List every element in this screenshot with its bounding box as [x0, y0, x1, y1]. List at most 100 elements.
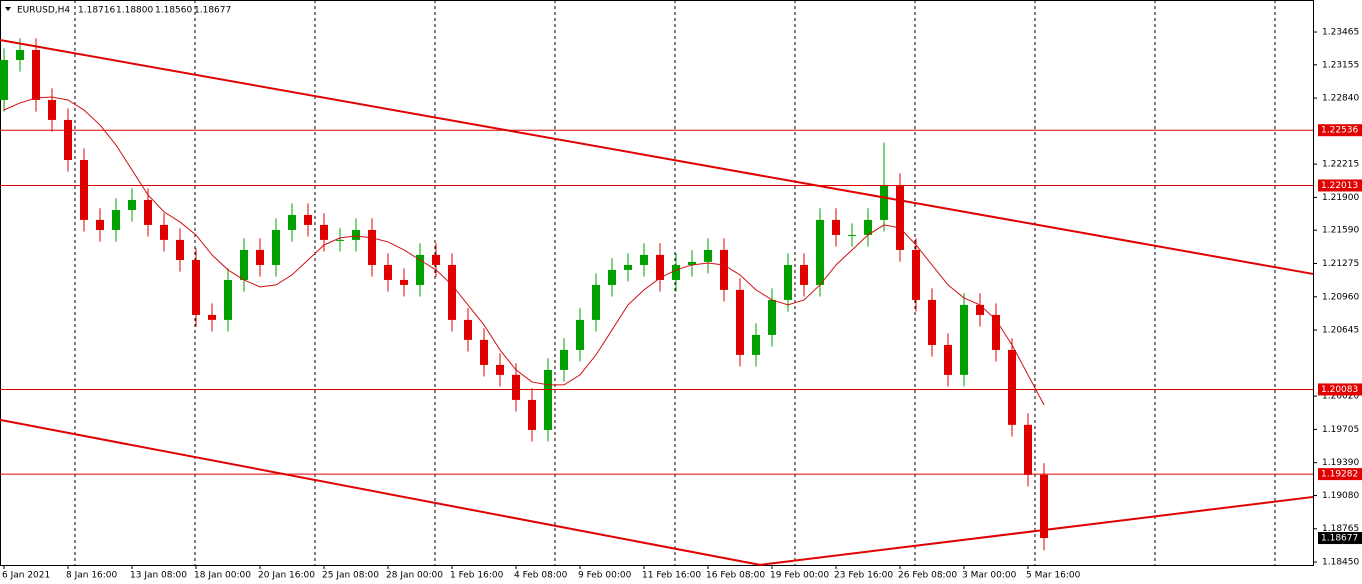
x-tick-label: 18 Jan 00:00	[194, 571, 251, 581]
open: 1.18716	[78, 6, 115, 16]
y-tick-label: 1.19390	[1322, 458, 1359, 468]
candle-body	[976, 304, 984, 315]
candle-body	[672, 264, 680, 280]
candle-body	[512, 374, 520, 400]
plot-frame	[0, 0, 1314, 566]
x-tick-label: 3 Mar 00:00	[962, 571, 1017, 581]
candle-body	[16, 49, 24, 61]
candle-body	[752, 334, 760, 355]
x-tick-label: 1 Feb 16:00	[450, 571, 504, 581]
trend-line	[759, 495, 1314, 566]
candle-body	[320, 224, 328, 240]
candle-body	[528, 399, 536, 430]
candle-body	[432, 254, 440, 265]
level-tag	[1318, 124, 1362, 137]
candle-body	[496, 364, 504, 375]
candle-body	[0, 60, 8, 100]
candle-body	[224, 279, 232, 320]
candle-body	[1008, 349, 1016, 425]
level-label: 1.22013	[1321, 181, 1358, 191]
candle-body	[608, 269, 616, 285]
x-tick-label: 8 Jan 16:00	[66, 571, 118, 581]
y-tick-label: 1.18450	[1322, 558, 1359, 568]
candle-body	[304, 214, 312, 225]
candle-body	[704, 249, 712, 262]
y-tick-label: 1.23465	[1322, 28, 1359, 38]
candle-body	[336, 239, 344, 241]
candle-body	[832, 219, 840, 235]
x-tick-label: 13 Jan 08:00	[130, 571, 187, 581]
candle-body	[128, 199, 136, 210]
candle-body	[448, 264, 456, 320]
candle-body	[464, 319, 472, 340]
y-tick-label: 1.22840	[1322, 94, 1359, 104]
candle-body	[768, 299, 776, 335]
candle-body	[192, 259, 200, 315]
y-tick-label: 1.22215	[1322, 160, 1359, 170]
candle-body	[960, 304, 968, 375]
candle-body	[256, 249, 264, 265]
level-label: 1.19282	[1321, 470, 1358, 480]
x-tick-label: 6 Jan 2021	[2, 571, 50, 581]
x-tick-label: 16 Feb 08:00	[706, 571, 765, 581]
high: 1.18800	[116, 6, 153, 16]
candle-body	[1024, 424, 1032, 475]
candle-body	[288, 214, 296, 230]
candle-body	[800, 264, 808, 285]
price-tag	[1318, 532, 1362, 545]
candle-body	[1040, 474, 1048, 539]
y-tick-label: 1.21590	[1322, 226, 1359, 236]
candle-body	[880, 184, 888, 220]
candle-body	[816, 219, 824, 285]
candle-body	[32, 49, 40, 100]
y-tick-label: 1.20645	[1322, 326, 1359, 336]
candle-body	[368, 229, 376, 265]
current-price: 1.18677	[1321, 534, 1358, 544]
candle-body	[144, 199, 152, 225]
candle-body	[992, 314, 1000, 350]
candle-body	[896, 184, 904, 250]
trend-line	[0, 38, 1314, 275]
candle-body	[272, 229, 280, 265]
menu-arrow[interactable]	[5, 7, 11, 11]
candle-body	[208, 314, 216, 320]
candle-body	[912, 249, 920, 300]
candle-body	[416, 254, 424, 285]
x-tick-label: 19 Feb 00:00	[770, 571, 829, 581]
candle-body	[240, 249, 248, 280]
candle-body	[656, 254, 664, 280]
candle-body	[384, 264, 392, 280]
candle-body	[96, 219, 104, 230]
candle-body	[784, 264, 792, 300]
candle-body	[64, 119, 72, 161]
candle-body	[592, 284, 600, 320]
candle-body	[480, 339, 488, 365]
candle-body	[688, 261, 696, 265]
level-tag	[1318, 383, 1362, 396]
y-tick-label: 1.21900	[1322, 193, 1359, 203]
candle-body	[400, 279, 408, 285]
candle-body	[640, 254, 648, 265]
x-tick-label: 11 Feb 16:00	[642, 571, 701, 581]
candle-body	[80, 160, 88, 220]
candle-body	[48, 99, 56, 120]
candle-body	[544, 369, 552, 430]
candle-body	[720, 249, 728, 290]
candle-body	[352, 229, 360, 240]
candle-body	[944, 344, 952, 375]
x-tick-label: 25 Jan 08:00	[322, 571, 379, 581]
candle-body	[928, 299, 936, 345]
x-tick-label: 4 Feb 08:00	[514, 571, 568, 581]
candle-body	[736, 289, 744, 355]
low: 1.18560	[155, 6, 192, 16]
candle-body	[160, 224, 168, 240]
level-label: 1.20083	[1321, 385, 1358, 395]
x-tick-label: 20 Jan 16:00	[258, 571, 315, 581]
level-tag	[1318, 468, 1362, 481]
moving-average	[3, 96, 1045, 406]
y-tick-label: 1.19080	[1322, 491, 1359, 501]
x-tick-label: 26 Feb 08:00	[898, 571, 957, 581]
y-tick-label: 1.19705	[1322, 425, 1359, 435]
candle-body	[624, 264, 632, 270]
